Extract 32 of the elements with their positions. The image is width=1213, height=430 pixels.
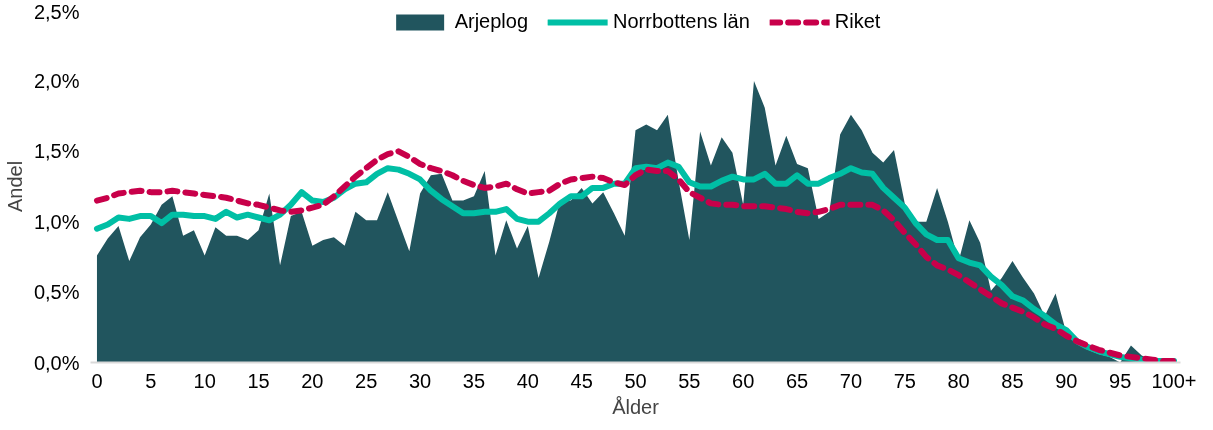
x-tick-label: 60 [732, 369, 755, 392]
y-tick-label: 0,5% [33, 281, 80, 304]
x-tick-label: 85 [1001, 369, 1024, 392]
x-tick-label: 20 [301, 369, 324, 392]
x-tick-label: 70 [839, 369, 863, 392]
x-tick-label: 0 [91, 369, 103, 392]
x-tick-label: 35 [462, 369, 486, 392]
x-tick-label: 40 [516, 369, 539, 392]
x-tick-label: 25 [355, 369, 378, 392]
y-tick-label: 0,0% [33, 351, 80, 374]
x-tick-label: 95 [1109, 369, 1132, 392]
x-tick-label: 45 [570, 369, 593, 392]
x-tick-label: 5 [145, 369, 157, 392]
y-axis-title: Andel [3, 160, 26, 213]
x-tick-label: 100+ [1151, 369, 1197, 392]
y-tick-label: 2,5% [33, 0, 80, 23]
x-tick-label: 90 [1055, 369, 1078, 392]
x-tick-label: 10 [193, 369, 216, 392]
x-axis-title: Ålder [612, 395, 660, 418]
y-tick-label: 1,0% [33, 210, 80, 233]
legend-label: Arjeplog [454, 10, 529, 33]
x-tick-label: 50 [624, 369, 647, 392]
x-tick-label: 80 [947, 369, 970, 392]
x-tick-label: 65 [785, 369, 809, 392]
legend-label: Riket [834, 10, 881, 33]
y-tick-label: 1,5% [33, 140, 80, 163]
x-tick-label: 55 [678, 369, 701, 392]
x-tick-label: 30 [408, 369, 432, 392]
x-tick-label: 75 [893, 369, 916, 392]
legend-label: Norrbottens län [613, 10, 750, 33]
x-tick-label: 15 [247, 369, 270, 392]
y-tick-label: 2,0% [33, 69, 80, 92]
